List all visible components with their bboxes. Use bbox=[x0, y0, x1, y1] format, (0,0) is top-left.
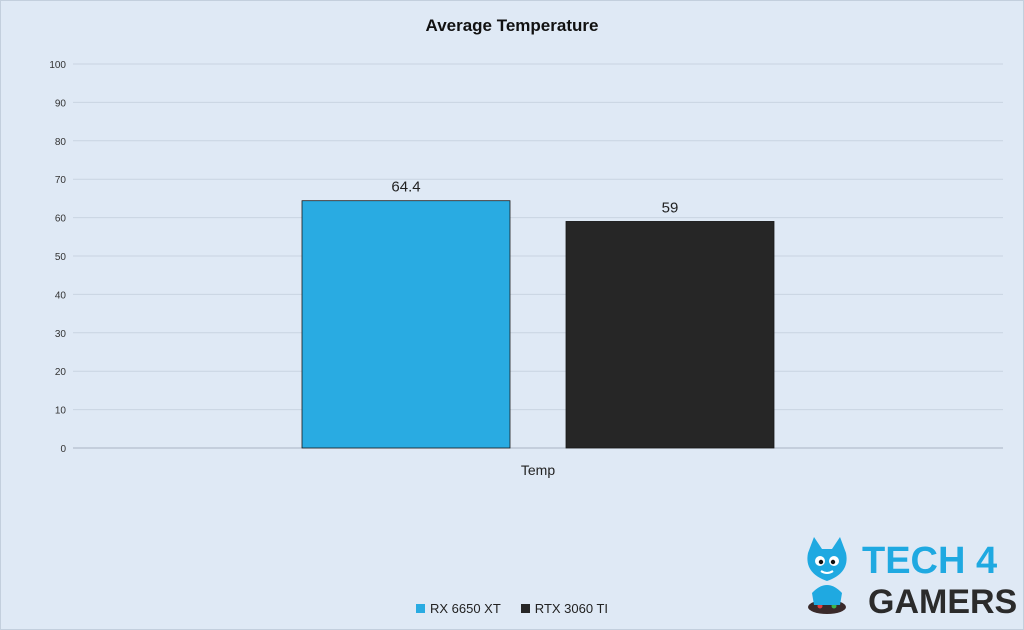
chart-legend: RX 6650 XT RTX 3060 TI bbox=[0, 601, 1024, 616]
chart-title: Average Temperature bbox=[425, 16, 599, 35]
y-tick-label: 40 bbox=[55, 290, 67, 301]
tech4gamers-logo: TECH 4 GAMERS bbox=[807, 537, 1017, 617]
legend-swatch-rtx-3060-ti bbox=[520, 604, 530, 613]
bar-rtx-3060-ti bbox=[565, 221, 775, 449]
legend-label-rx-6650-xt: RX 6650 XT bbox=[429, 601, 501, 616]
y-tick-label: 70 bbox=[55, 175, 67, 186]
y-tick-label: 100 bbox=[49, 60, 66, 71]
blue-cat-gamer-icon bbox=[807, 537, 847, 614]
y-tick-label: 80 bbox=[55, 137, 67, 148]
logo-text-bottom: GAMERS bbox=[868, 583, 1017, 617]
x-category-label: Temp bbox=[521, 462, 555, 478]
data-label: 59 bbox=[662, 199, 679, 216]
data-label: 64.4 bbox=[391, 179, 420, 196]
logo-text-top: TECH 4 bbox=[862, 540, 997, 582]
legend-label-rtx-3060-ti: RTX 3060 TI bbox=[534, 601, 609, 616]
y-tick-label: 0 bbox=[60, 444, 66, 455]
bar-rx-6650-xt bbox=[301, 200, 511, 449]
y-tick-label: 30 bbox=[55, 329, 67, 340]
legend-item-rx-6650-xt: RX 6650 XT bbox=[415, 601, 501, 616]
y-tick-label: 60 bbox=[55, 214, 67, 225]
y-tick-label: 50 bbox=[55, 252, 67, 263]
legend-item-rtx-3060-ti: RTX 3060 TI bbox=[520, 601, 609, 616]
y-tick-label: 20 bbox=[55, 367, 67, 378]
y-tick-label: 10 bbox=[55, 406, 67, 417]
y-tick-label: 90 bbox=[55, 98, 67, 109]
legend-swatch-rx-6650-xt bbox=[415, 604, 425, 613]
